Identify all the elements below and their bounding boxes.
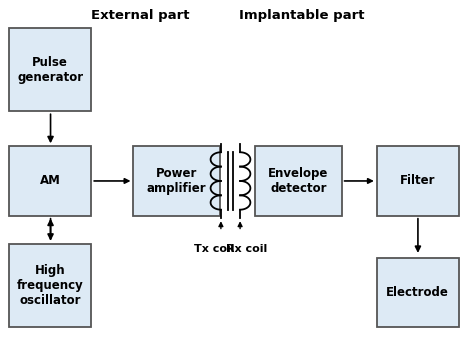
Text: Electrode: Electrode (386, 286, 449, 299)
Text: Filter: Filter (400, 174, 435, 188)
Text: High
frequency
oscillator: High frequency oscillator (17, 264, 84, 307)
Text: Envelope
detector: Envelope detector (268, 167, 329, 195)
Text: Implantable part: Implantable part (239, 9, 365, 22)
Text: AM: AM (40, 174, 61, 188)
Text: Power
amplifier: Power amplifier (147, 167, 206, 195)
FancyBboxPatch shape (133, 146, 220, 216)
FancyBboxPatch shape (9, 146, 91, 216)
FancyBboxPatch shape (377, 146, 459, 216)
FancyBboxPatch shape (9, 28, 91, 111)
Text: Pulse
generator: Pulse generator (17, 56, 83, 84)
Text: Tx coil: Tx coil (194, 244, 234, 254)
FancyBboxPatch shape (9, 244, 91, 327)
Text: Rx coil: Rx coil (227, 244, 268, 254)
FancyBboxPatch shape (255, 146, 342, 216)
FancyBboxPatch shape (377, 258, 459, 327)
Text: External part: External part (91, 9, 190, 22)
